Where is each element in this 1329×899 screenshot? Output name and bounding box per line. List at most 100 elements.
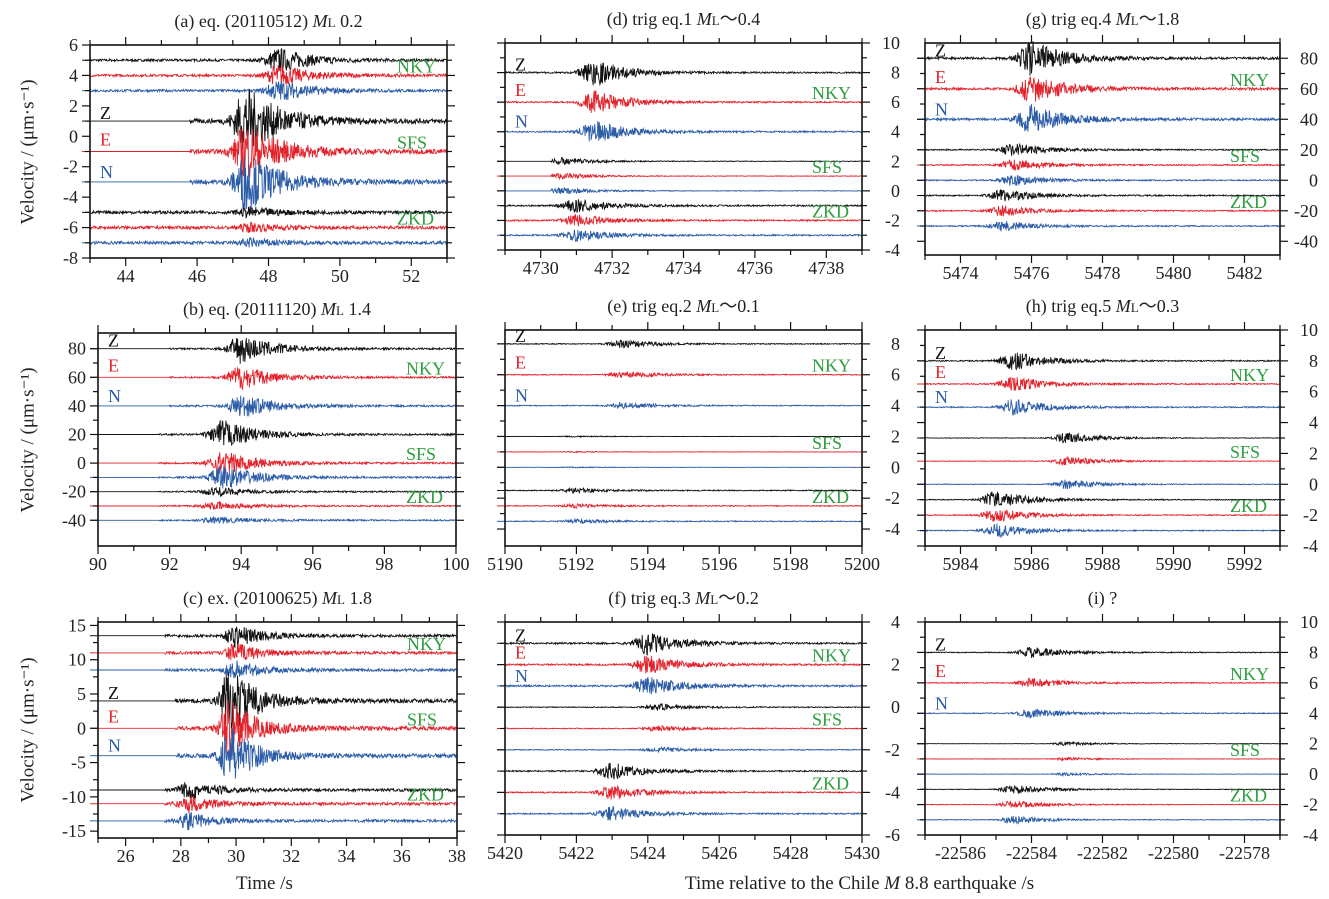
- waveform-nky-e: [924, 376, 1281, 391]
- waveform-zkd-n: [89, 236, 448, 248]
- panel-i: NKY SFS ZKD ZEN -22586 -22584 -22582 -22580 -225…: [917, 612, 1318, 863]
- title-magnitude: M: [1115, 296, 1131, 316]
- title-text: (g) trig eq.4: [1025, 9, 1116, 29]
- y-tick-label: 8: [1309, 351, 1318, 371]
- panel-title-h: (h) trig eq.5 ML～0.3: [953, 296, 1253, 318]
- waveform-sfs-e: [98, 699, 458, 757]
- x-tick-label: 5426: [701, 843, 737, 863]
- y-tick-label: 4: [1309, 413, 1318, 433]
- y-tick-label: 6: [891, 365, 900, 385]
- station-label-nky: NKY: [812, 646, 851, 666]
- waveform-sfs-n: [505, 186, 863, 195]
- waveform-nky-n: [924, 708, 1281, 720]
- y-tick-label: 6: [1309, 382, 1318, 402]
- channel-label-e: E: [935, 362, 946, 382]
- x-tick-label: 46: [188, 266, 206, 286]
- waveform-zkd-z: [504, 198, 863, 213]
- x-tick-label: 5428: [773, 843, 809, 863]
- waveform-nky-n: [924, 104, 1281, 132]
- waveform-sfs-z: [925, 740, 1281, 747]
- waveform-nky-e: [504, 89, 863, 113]
- panel-title-a: (a) eq. (20110512) ML 0.2: [119, 11, 419, 33]
- x-tick-label: 5478: [1085, 263, 1121, 283]
- y-axis-label: Velocity / (μm·s⁻¹): [17, 366, 39, 513]
- waveform-nky-z: [504, 633, 863, 656]
- title-magnitude: M: [312, 11, 328, 31]
- plot-frame: [97, 621, 458, 839]
- channel-label-z: Z: [108, 683, 119, 703]
- channel-label-n: N: [108, 386, 121, 406]
- channel-label-e: E: [935, 661, 946, 681]
- title-magnitude: M: [696, 296, 712, 316]
- waveform-sfs-n: [98, 465, 457, 489]
- station-label-zkd: ZKD: [407, 785, 444, 805]
- channel-label-n: N: [935, 99, 948, 119]
- panel-e: NKY SFS ZKD ZEN 5190 5192 5194 5196 5198 5200 8 6 4 2…: [487, 322, 900, 574]
- waveform-sfs-z: [98, 672, 458, 729]
- title-magnitude: M: [321, 299, 336, 319]
- waveform-sfs-z: [98, 420, 457, 447]
- y-tick-label: 40: [68, 396, 86, 416]
- y-tick-label: 0: [1309, 170, 1318, 190]
- channel-label-n: N: [935, 693, 948, 713]
- title-magnitude: M: [696, 9, 712, 29]
- y-tick-label: 4: [1309, 703, 1318, 723]
- y-tick-label: 10: [882, 33, 900, 53]
- waveform-zkd-z: [89, 206, 448, 219]
- y-tick-label: 8: [891, 63, 900, 83]
- waveform-zkd-e: [504, 784, 863, 800]
- x-axis-label-left: Time /s: [236, 873, 293, 894]
- title-subscript: L: [1130, 300, 1139, 315]
- y-tick-label: -2: [1303, 795, 1318, 815]
- x-tick-label: 5992: [1227, 554, 1263, 574]
- x-tick-label: 5474: [943, 263, 979, 283]
- channel-label-e: E: [515, 353, 526, 373]
- y-axis-label: Velocity / (μm·s⁻¹): [17, 657, 39, 803]
- title-subscript: L: [327, 15, 336, 30]
- x-tick-label: 26: [117, 846, 135, 866]
- x-tick-label: 5424: [630, 843, 666, 863]
- waveform-nky-e: [98, 643, 458, 661]
- waveform-zkd-z: [98, 486, 457, 498]
- x-tick-label: 5476: [1014, 263, 1050, 283]
- y-tick-label: 0: [891, 457, 900, 477]
- y-tick-label: 4: [69, 65, 78, 85]
- station-label-nky: NKY: [1230, 365, 1269, 385]
- channel-label-z: Z: [108, 331, 119, 351]
- y-tick-label: 4: [891, 122, 900, 142]
- y-tick-label: 60: [68, 367, 86, 387]
- y-tick-label: -2: [1303, 505, 1318, 525]
- station-label-nky: NKY: [1230, 664, 1269, 684]
- waveform-zkd-n: [504, 805, 863, 821]
- y-tick-label: -2: [885, 488, 900, 508]
- waveform-zkd-z: [924, 189, 1281, 202]
- panel-b: NKY SFS ZKD ZEN 90 92 94 96 98 100 80 60 40 20 0 -20 -40: [62, 325, 470, 574]
- waveform-nky-e: [924, 677, 1281, 687]
- waveform-nky-e: [924, 76, 1281, 102]
- waveform-zkd-e: [98, 500, 457, 510]
- channel-label-z: Z: [935, 634, 946, 654]
- x-tick-label: -22580: [1148, 843, 1199, 863]
- x-tick-label: 5480: [1156, 263, 1192, 283]
- y-tick-label: -6: [885, 825, 900, 845]
- waveform-nky-z: [89, 48, 448, 73]
- title-subscript: L: [337, 592, 345, 607]
- channel-label-n: N: [515, 386, 528, 406]
- channel-label-e: E: [515, 643, 526, 663]
- waveform-sfs-n: [924, 174, 1281, 187]
- x-label-magnitude: M: [884, 873, 901, 894]
- panel-a: NKY SFS ZKD ZEN 44 46 48 50 52 6 4 2 0 -2 -4 -6 -8: [63, 35, 455, 286]
- plot-frame: [924, 621, 1281, 836]
- y-tick-label: 8: [891, 334, 900, 354]
- channel-label-e: E: [515, 80, 526, 100]
- x-tick-label: 34: [338, 846, 356, 866]
- station-label-nky: NKY: [397, 56, 436, 76]
- title-value: ～0.1: [719, 296, 760, 316]
- y-tick-label: -2: [885, 210, 900, 230]
- waveform-sfs-n: [505, 745, 863, 754]
- y-tick-label: 10: [68, 650, 86, 670]
- title-text: (b) eq. (20111120): [183, 299, 321, 319]
- x-tick-label: 50: [331, 266, 349, 286]
- waveform-sfs-z: [924, 432, 1280, 444]
- waveform-zkd-n: [504, 517, 863, 525]
